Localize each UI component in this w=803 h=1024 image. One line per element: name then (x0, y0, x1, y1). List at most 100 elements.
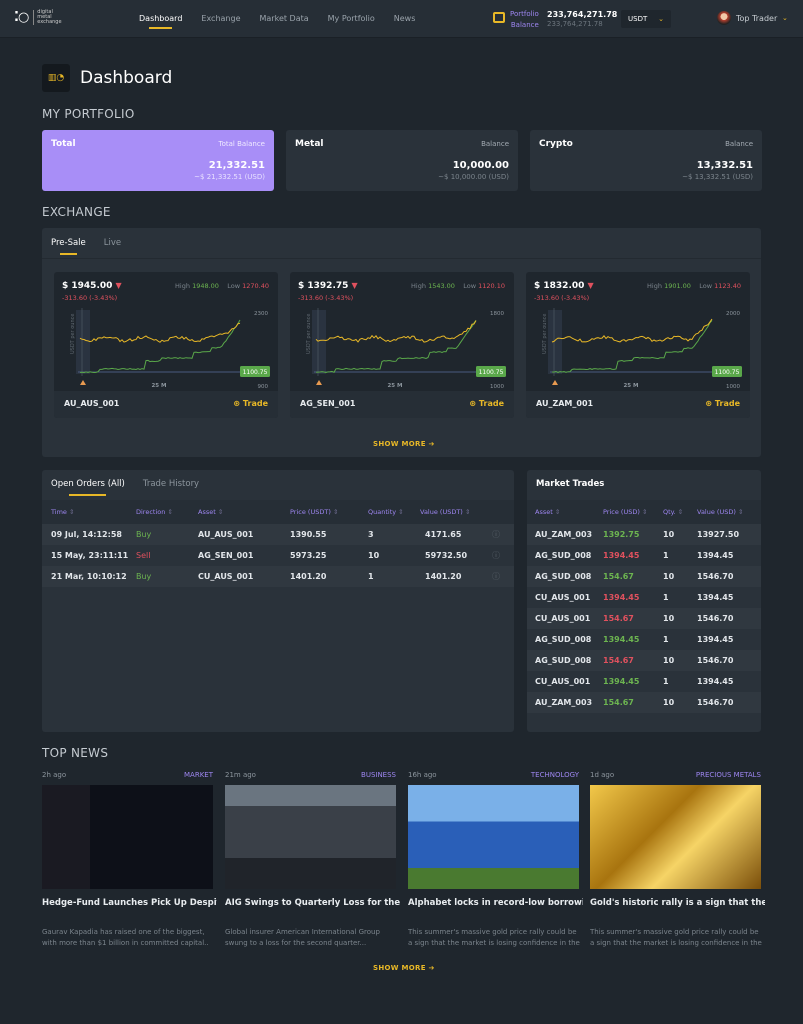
trade-asset: AG_SUD_008 (535, 551, 592, 560)
column-header[interactable]: Price (USDT) ⇕ (290, 508, 339, 516)
news-time: 1d ago (590, 771, 615, 779)
news-image-gold-bars[interactable] (590, 785, 761, 889)
column-header[interactable]: Asset ⇕ (535, 508, 561, 516)
order-quantity: 10 (368, 551, 380, 560)
news-title[interactable]: Alphabet locks in record-low borrowing (408, 898, 583, 908)
price-chart[interactable]: USDT per ounce 2300 900 25 M 1100.75 (54, 302, 278, 392)
order-value: 1401.20 (425, 572, 462, 581)
exchange-show-more[interactable]: SHOW MORE ➔ (373, 440, 435, 448)
balance-value: 21,332.51 (208, 160, 265, 171)
news-image-aig-building[interactable] (225, 785, 396, 889)
column-header[interactable]: Asset ⇕ (198, 508, 224, 516)
asset-price: $ 1392.75 ▼ (298, 281, 358, 291)
trade-button[interactable]: ⊛ Trade (469, 399, 504, 408)
avatar[interactable] (717, 11, 731, 25)
trade-row[interactable]: AG_SUD_008 1394.45 1 1394.45 (527, 629, 761, 650)
column-header[interactable]: Value (USD) ⇕ (697, 508, 744, 516)
trade-button[interactable]: ⊛ Trade (705, 399, 740, 408)
trade-row[interactable]: CU_AUS_001 1394.45 1 1394.45 (527, 587, 761, 608)
order-row[interactable]: 21 Mar, 10:10:12 Buy CU_AUS_001 1401.20 … (42, 566, 514, 587)
trade-asset: CU_AUS_001 (535, 614, 591, 623)
tab-pre-sale[interactable]: Pre-Sale (51, 238, 86, 255)
info-icon[interactable]: ⓘ (492, 572, 500, 581)
price-change: -313.60 (-3.43%) (298, 294, 354, 302)
column-header[interactable]: Direction ⇕ (136, 508, 173, 516)
asset-chart-card[interactable]: $ 1832.00 ▼ -313.60 (-3.43%) High 1901.0… (526, 272, 750, 418)
portfolio-card-metal[interactable]: Metal Balance 10,000.00 ~$ 10,000.00 (US… (286, 130, 518, 191)
column-header[interactable]: Value (USDT) ⇕ (420, 508, 471, 516)
currency-select[interactable]: USDT ⌄ (621, 10, 671, 28)
chart-highlight-band (548, 310, 562, 374)
tab-trade-history[interactable]: Trade History (142, 479, 200, 489)
price-chart[interactable]: USDT per ounce 2000 1000 25 M 1100.75 (526, 302, 750, 392)
column-header[interactable]: Price (USD) ⇕ (603, 508, 648, 516)
order-asset: CU_AUS_001 (198, 572, 254, 581)
trade-value: 1546.70 (697, 656, 734, 665)
column-header[interactable]: Qty. ⇕ (663, 508, 684, 516)
warning-marker-icon (316, 380, 322, 385)
market-trades-title: Market Trades (536, 479, 605, 489)
info-icon[interactable]: ⓘ (492, 530, 500, 539)
asset-chart-card[interactable]: $ 1945.00 ▼ -313.60 (-3.43%) High 1948.0… (54, 272, 278, 418)
news-desc: This summer's massive gold price rally c… (590, 928, 762, 947)
trade-value: 1394.45 (697, 593, 734, 602)
portfolio-card-total[interactable]: Total Total Balance 21,332.51 ~$ 21,332.… (42, 130, 274, 191)
news-show-more[interactable]: SHOW MORE ➔ (373, 964, 435, 972)
column-header[interactable]: Quantity ⇕ (368, 508, 404, 516)
news-desc: This summer's massive gold price rally c… (408, 928, 580, 947)
trade-row[interactable]: CU_AUS_001 154.67 10 1546.70 (527, 608, 761, 629)
nav-my-portfolio[interactable]: My Portfolio (327, 14, 375, 23)
trade-value: 13927.50 (697, 530, 740, 539)
news-title[interactable]: Gold's historic rally is a sign that the (590, 898, 765, 908)
price-change: -313.60 (-3.43%) (62, 294, 118, 302)
news-title[interactable]: AIG Swings to Quarterly Loss for the (225, 898, 400, 908)
trade-button[interactable]: ⊛ Trade (233, 399, 268, 408)
main-nav: Dashboard Exchange Market Data My Portfo… (139, 14, 416, 29)
trade-value: 1546.70 (697, 614, 734, 623)
down-arrow-icon: ▼ (351, 281, 358, 290)
tab-live[interactable]: Live (103, 238, 122, 248)
news-category[interactable]: BUSINESS (361, 771, 396, 779)
series-line-green (551, 320, 713, 374)
card-title: Metal (295, 139, 324, 149)
asset-chart-card[interactable]: $ 1392.75 ▼ -313.60 (-3.43%) High 1543.0… (290, 272, 514, 418)
trade-row[interactable]: AG_SUD_008 1394.45 1 1394.45 (527, 545, 761, 566)
tab-open-orders[interactable]: Open Orders (All) (51, 479, 125, 496)
trade-icon: ⊛ (705, 399, 713, 408)
order-price: 5973.25 (290, 551, 327, 560)
trade-asset: AG_SUD_008 (535, 656, 592, 665)
info-icon[interactable]: ⓘ (492, 551, 500, 560)
logo[interactable]: ⁚○ digital metal exchange (14, 10, 62, 25)
order-row[interactable]: 09 Jul, 14:12:58 Buy AU_AUS_001 1390.55 … (42, 524, 514, 545)
trade-price: 154.67 (603, 572, 634, 581)
nav-news[interactable]: News (393, 14, 416, 23)
user-menu[interactable]: Top Trader (736, 14, 778, 23)
news-image-trader-screens[interactable] (42, 785, 213, 889)
balance-value: 10,000.00 (452, 160, 509, 171)
portfolio-card-crypto[interactable]: Crypto Balance 13,332.51 ~$ 13,332.51 (U… (530, 130, 762, 191)
nav-dashboard[interactable]: Dashboard (139, 14, 183, 29)
price-chart[interactable]: USDT per ounce 1800 1000 25 M 1100.75 (290, 302, 514, 392)
news-category[interactable]: TECHNOLOGY (530, 771, 579, 779)
trade-qty: 10 (663, 614, 675, 623)
chevron-down-icon[interactable]: ⌄ (782, 14, 788, 22)
current-price-label: 1100.75 (479, 369, 504, 376)
nav-exchange[interactable]: Exchange (201, 14, 241, 23)
news-category[interactable]: MARKET (184, 771, 213, 779)
trade-price: 154.67 (603, 614, 634, 623)
news-image-google-building[interactable] (408, 785, 579, 889)
news-category[interactable]: PRECIOUS METALS (695, 771, 761, 779)
news-title[interactable]: Hedge-Fund Launches Pick Up Despite (42, 898, 217, 908)
trade-price: 1394.45 (603, 593, 640, 602)
trade-price: 154.67 (603, 698, 634, 707)
order-row[interactable]: 15 May, 23:11:11 Sell AG_SEN_001 5973.25… (42, 545, 514, 566)
trade-row[interactable]: AG_SUD_008 154.67 10 1546.70 (527, 650, 761, 671)
nav-market-data[interactable]: Market Data (259, 14, 309, 23)
news-time: 16h ago (408, 771, 437, 779)
trade-row[interactable]: AU_ZAM_003 154.67 10 1546.70 (527, 692, 761, 713)
column-header[interactable]: Time ⇕ (51, 508, 75, 516)
trade-row[interactable]: AU_ZAM_003 1392.75 10 13927.50 (527, 524, 761, 545)
trade-row[interactable]: CU_AUS_001 1394.45 1 1394.45 (527, 671, 761, 692)
trade-row[interactable]: AG_SUD_008 154.67 10 1546.70 (527, 566, 761, 587)
portfolio-balance-label: Portfolio Balance (510, 10, 539, 29)
